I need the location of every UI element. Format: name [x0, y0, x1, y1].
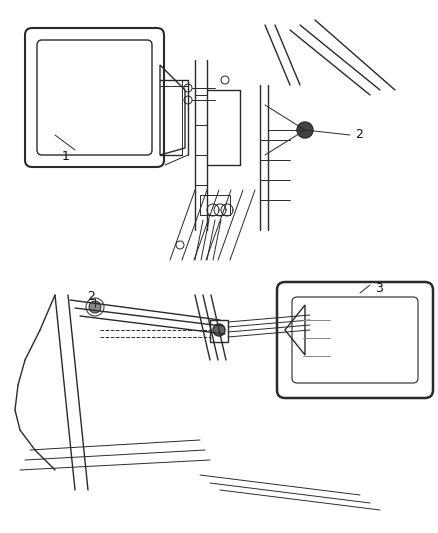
Text: 2: 2 [355, 128, 363, 141]
Circle shape [213, 324, 225, 336]
Text: 3: 3 [375, 281, 383, 295]
Circle shape [89, 301, 101, 313]
Circle shape [297, 122, 313, 138]
Text: 1: 1 [62, 150, 70, 164]
Bar [210, 320, 228, 342]
Text: 2: 2 [87, 289, 95, 303]
Bar [200, 195, 230, 215]
